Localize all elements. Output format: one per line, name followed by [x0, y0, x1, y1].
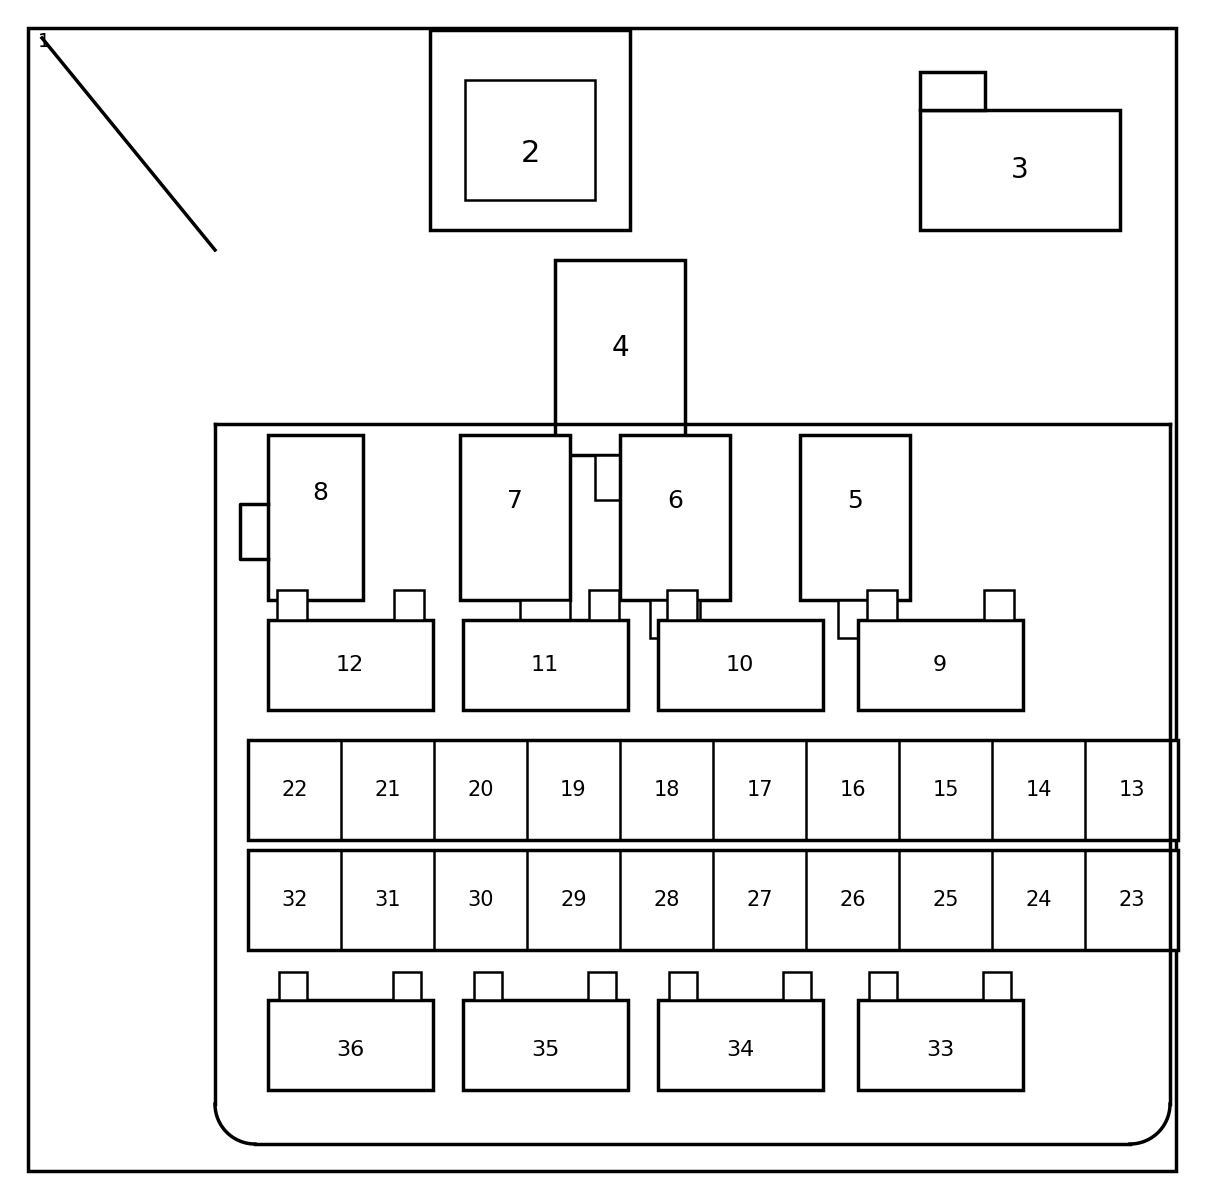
Text: 29: 29 — [561, 890, 587, 910]
Bar — [595, 454, 645, 500]
Text: 32: 32 — [281, 890, 308, 910]
Text: 12: 12 — [336, 655, 364, 675]
Bar — [800, 435, 911, 600]
Text: 25: 25 — [932, 890, 959, 910]
Bar — [920, 110, 1120, 230]
Bar — [589, 590, 619, 620]
Text: 26: 26 — [839, 890, 866, 910]
Bar — [268, 620, 433, 710]
Text: 7: 7 — [507, 489, 523, 513]
Text: 18: 18 — [654, 781, 680, 800]
Text: 3: 3 — [1011, 156, 1029, 183]
Text: 31: 31 — [374, 890, 400, 910]
Text: 30: 30 — [467, 890, 493, 910]
Text: 27: 27 — [747, 890, 773, 910]
Text: 33: 33 — [926, 1040, 954, 1060]
Text: 14: 14 — [1025, 781, 1052, 800]
Text: 9: 9 — [933, 655, 947, 675]
Bar — [520, 600, 570, 638]
Bar — [466, 80, 595, 200]
Text: 13: 13 — [1118, 781, 1144, 800]
Bar — [474, 972, 502, 1000]
Text: 5: 5 — [847, 489, 862, 513]
Text: 34: 34 — [726, 1040, 754, 1060]
Bar — [866, 590, 896, 620]
Bar — [857, 620, 1023, 710]
Bar — [838, 600, 888, 638]
Bar — [268, 1000, 433, 1090]
Bar — [248, 850, 1178, 950]
Bar — [431, 30, 630, 230]
Bar — [984, 590, 1013, 620]
Bar — [667, 590, 697, 620]
Text: 10: 10 — [726, 655, 754, 675]
Text: 22: 22 — [281, 781, 308, 800]
Bar — [393, 972, 421, 1000]
Text: 21: 21 — [374, 781, 400, 800]
Text: 23: 23 — [1118, 890, 1144, 910]
Text: 4: 4 — [611, 333, 628, 362]
Text: 20: 20 — [467, 781, 493, 800]
Bar — [650, 600, 699, 638]
Text: 2: 2 — [520, 139, 540, 169]
Bar — [620, 435, 730, 600]
Bar — [462, 1000, 627, 1090]
Text: 36: 36 — [336, 1040, 364, 1060]
Text: 35: 35 — [531, 1040, 560, 1060]
Bar — [276, 590, 306, 620]
Text: 17: 17 — [747, 781, 773, 800]
Bar — [668, 972, 697, 1000]
Bar — [657, 620, 822, 710]
Text: 8: 8 — [312, 481, 328, 505]
Text: 24: 24 — [1025, 890, 1052, 910]
Bar — [393, 590, 423, 620]
Bar — [268, 435, 363, 600]
Text: 1: 1 — [39, 32, 51, 52]
Bar — [279, 972, 306, 1000]
Bar — [784, 972, 812, 1000]
Bar — [868, 972, 897, 1000]
Text: 15: 15 — [932, 781, 959, 800]
Bar — [555, 260, 685, 454]
Text: 16: 16 — [839, 781, 866, 800]
Bar — [459, 435, 570, 600]
Text: 6: 6 — [667, 489, 683, 513]
Bar — [657, 1000, 822, 1090]
Bar — [589, 972, 616, 1000]
Text: 19: 19 — [561, 781, 587, 800]
Bar — [983, 972, 1012, 1000]
Text: 11: 11 — [531, 655, 560, 675]
Text: 28: 28 — [654, 890, 680, 910]
Bar — [248, 740, 1178, 840]
Bar — [462, 620, 627, 710]
Bar — [857, 1000, 1023, 1090]
Bar — [920, 72, 985, 110]
